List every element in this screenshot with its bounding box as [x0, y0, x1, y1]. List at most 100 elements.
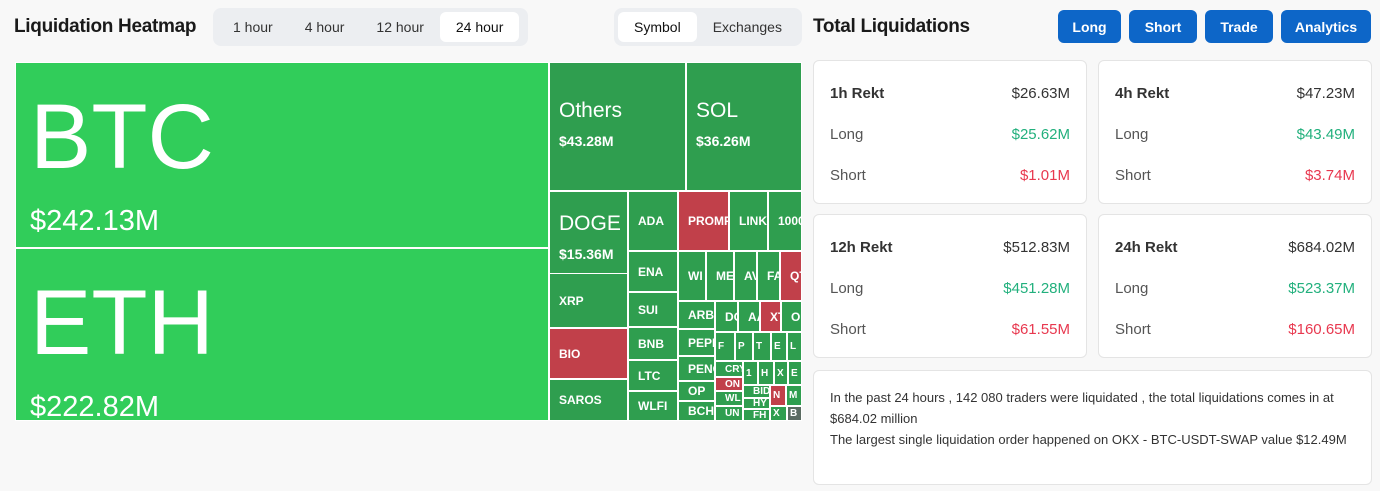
treemap-cell-do[interactable]: DO: [715, 301, 738, 332]
treemap-cell-peng[interactable]: PENG: [678, 356, 715, 381]
summary-line-2: The largest single liquidation order hap…: [830, 432, 1347, 447]
treemap-cell-f[interactable]: F: [715, 332, 735, 361]
cell-symbol: Others: [559, 99, 623, 122]
treemap-cell-bio[interactable]: BIO: [549, 328, 628, 379]
rekt-card-24h: 24h Rekt $684.02M Long $523.37M Short $160.65…: [1098, 214, 1372, 358]
card-row-long: Long $523.37M: [1115, 280, 1355, 297]
cell-symbol: E: [774, 341, 781, 352]
row-label: 24h Rekt: [1115, 239, 1178, 256]
treemap-cell-promp[interactable]: PROMP: [678, 191, 729, 251]
treemap-cell-saros[interactable]: SAROS: [549, 379, 628, 421]
cell-symbol: XRP: [559, 293, 584, 308]
time-range-tabs: 1 hour 4 hour 12 hour 24 hour: [213, 8, 528, 46]
cell-symbol: N: [773, 390, 781, 401]
cell-symbol: LTC: [638, 368, 661, 383]
cell-symbol: BCH: [688, 404, 714, 418]
treemap-cell-bnb[interactable]: BNB: [628, 327, 678, 360]
short-button[interactable]: Short: [1129, 10, 1197, 43]
row-label: Short: [830, 321, 866, 338]
tab-24-hour[interactable]: 24 hour: [439, 12, 520, 42]
treemap-cell-on[interactable]: ON: [715, 377, 743, 391]
treemap-cell-x[interactable]: X: [770, 406, 787, 421]
treemap-cell-ltc[interactable]: LTC: [628, 360, 678, 391]
treemap-cell-1[interactable]: 1: [743, 361, 758, 385]
row-value: $451.28M: [1003, 280, 1070, 297]
treemap-cell-cry[interactable]: CRY: [715, 361, 743, 377]
cell-symbol: XT: [770, 309, 780, 324]
analytics-button[interactable]: Analytics: [1281, 10, 1371, 43]
treemap-cell-fa[interactable]: FA: [757, 251, 780, 301]
tab-12-hour[interactable]: 12 hour: [376, 19, 424, 35]
treemap-cell-o[interactable]: O: [781, 301, 802, 332]
treemap-cell-others[interactable]: Others $43.28M: [549, 62, 686, 191]
treemap-cell-eth[interactable]: ETH $222.82M: [15, 248, 549, 421]
cell-symbol: UN: [725, 408, 740, 419]
treemap-cell-wl[interactable]: WL: [715, 391, 743, 406]
treemap-cell-m[interactable]: M: [786, 385, 802, 406]
treemap-cell-me[interactable]: ME: [706, 251, 734, 301]
cell-symbol: BTC: [30, 86, 214, 188]
treemap-cell-x[interactable]: X: [774, 361, 788, 385]
treemap-cell-t[interactable]: T: [753, 332, 771, 361]
treemap-cell-h[interactable]: H: [758, 361, 774, 385]
tab-4-hour[interactable]: 4 hour: [304, 19, 345, 35]
cell-symbol: PEPE: [688, 335, 714, 350]
treemap-cell-arb[interactable]: ARB: [678, 301, 715, 329]
row-label: Long: [830, 126, 864, 143]
tab-exchanges[interactable]: Exchanges: [712, 19, 782, 35]
treemap-cell-aa[interactable]: AA: [738, 301, 760, 332]
treemap-cell-link[interactable]: LINK: [729, 191, 768, 251]
cell-symbol: LINK: [739, 214, 767, 228]
tab-1-hour[interactable]: 1 hour: [233, 19, 273, 35]
cell-symbol: T: [756, 341, 763, 352]
summary-box: In the past 24 hours , 142 080 traders w…: [813, 370, 1372, 485]
treemap-cell-sui[interactable]: SUI: [628, 292, 678, 327]
row-value: $160.65M: [1288, 321, 1355, 338]
treemap-cell-pepe[interactable]: PEPE: [678, 329, 715, 356]
treemap-cell-btc[interactable]: BTC $242.13M: [15, 62, 549, 248]
treemap-cell-xt[interactable]: XT: [760, 301, 781, 332]
row-label: 1h Rekt: [830, 85, 885, 102]
cell-value: $222.82M: [30, 391, 159, 421]
treemap-cell-doge[interactable]: DOGE $15.36M: [549, 191, 628, 274]
row-value: $47.23M: [1296, 85, 1355, 102]
row-label: Short: [830, 167, 866, 184]
treemap-cell-av[interactable]: AV: [734, 251, 757, 301]
treemap-cell-n[interactable]: N: [770, 385, 786, 406]
cell-symbol: E: [791, 367, 798, 379]
treemap-cell-op[interactable]: OP: [678, 381, 715, 401]
cell-value: $43.28M: [559, 133, 614, 149]
treemap-cell-qt[interactable]: QT: [780, 251, 802, 301]
treemap-cell-wlfi[interactable]: WLFI: [628, 391, 678, 421]
treemap-cell-l[interactable]: L: [787, 332, 802, 361]
liquidation-treemap: BTC $242.13M ETH $222.82M Others $43.28M SOL $3…: [15, 62, 802, 421]
cell-symbol: O: [791, 309, 801, 324]
treemap-cell-1000[interactable]: 1000: [768, 191, 802, 251]
cell-symbol: P: [738, 341, 745, 352]
cell-symbol: BID: [753, 386, 770, 397]
treemap-cell-hy[interactable]: HY: [743, 398, 770, 409]
trade-button[interactable]: Trade: [1205, 10, 1273, 43]
treemap-cell-un[interactable]: UN: [715, 406, 743, 421]
treemap-cell-fh[interactable]: FH: [743, 409, 770, 421]
tab-symbol[interactable]: Symbol: [618, 12, 697, 42]
row-value: $3.74M: [1304, 167, 1355, 184]
treemap-cell-e[interactable]: E: [771, 332, 787, 361]
treemap-cell-ada[interactable]: ADA: [628, 191, 678, 251]
card-row-long: Long $451.28M: [830, 280, 1070, 297]
card-row-short: Short $1.01M: [830, 167, 1070, 184]
treemap-cell-bch[interactable]: BCH: [678, 401, 715, 421]
cell-symbol: L: [790, 341, 797, 352]
rekt-card-4h: 4h Rekt $47.23M Long $43.49M Short $3.74M: [1098, 60, 1372, 204]
card-row-short: Short $61.55M: [830, 321, 1070, 338]
treemap-cell-ena[interactable]: ENA: [628, 251, 678, 292]
long-button[interactable]: Long: [1058, 10, 1121, 43]
treemap-cell-bid[interactable]: BID: [743, 385, 770, 398]
treemap-cell-sol[interactable]: SOL $36.26M: [686, 62, 802, 191]
treemap-cell-wi[interactable]: WI: [678, 251, 706, 301]
treemap-cell-e[interactable]: E: [788, 361, 802, 385]
cell-symbol: FH: [753, 409, 767, 421]
treemap-cell-p[interactable]: P: [735, 332, 753, 361]
treemap-cell-b[interactable]: B: [787, 406, 802, 421]
treemap-cell-xrp[interactable]: XRP: [549, 273, 628, 328]
